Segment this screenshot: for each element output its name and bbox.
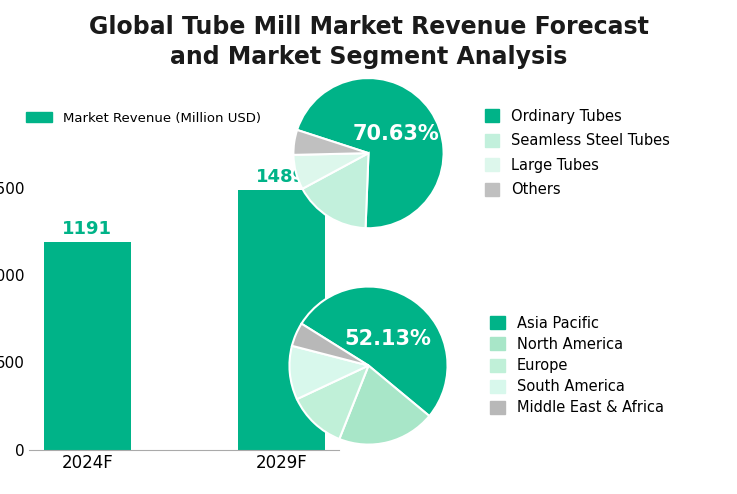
Wedge shape [290,346,368,399]
Legend: Market Revenue (Million USD): Market Revenue (Million USD) [21,106,266,130]
Wedge shape [292,324,368,366]
Text: 70.63%: 70.63% [353,124,439,144]
Wedge shape [293,130,368,155]
Wedge shape [301,287,447,416]
Bar [43,242,131,450]
Wedge shape [293,153,368,189]
Legend: Ordinary Tubes, Seamless Steel Tubes, Large Tubes, Others: Ordinary Tubes, Seamless Steel Tubes, La… [479,103,676,203]
Wedge shape [302,153,368,228]
Text: 1191: 1191 [62,220,112,238]
Wedge shape [339,366,430,445]
Text: Global Tube Mill Market Revenue Forecast
and Market Segment Analysis: Global Tube Mill Market Revenue Forecast… [88,15,649,69]
Wedge shape [297,366,368,439]
Wedge shape [297,78,444,228]
Text: 1489: 1489 [256,168,307,186]
Text: 52.13%: 52.13% [344,329,431,349]
Legend: Asia Pacific, North America, Europe, South America, Middle East & Africa: Asia Pacific, North America, Europe, Sou… [484,310,669,421]
Bar [237,190,325,450]
